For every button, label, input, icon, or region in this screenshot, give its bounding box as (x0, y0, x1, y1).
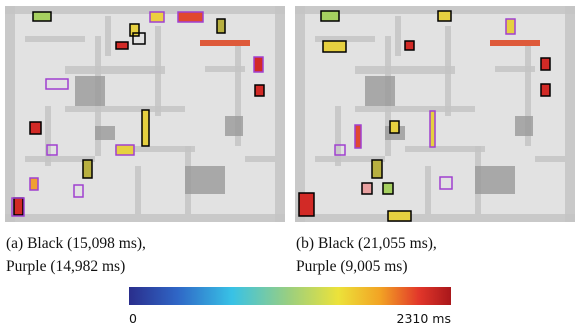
wall (295, 6, 305, 222)
wall (65, 106, 185, 112)
hotspot-box (506, 19, 515, 34)
stairs (515, 116, 533, 136)
stairs (225, 116, 243, 136)
hotspot-box (383, 183, 393, 194)
wall (245, 156, 275, 162)
wall (275, 6, 285, 222)
wall (65, 66, 165, 74)
hotspot-box (217, 19, 225, 33)
hotspot-box (362, 183, 372, 194)
hotspot-box (30, 122, 41, 134)
hotspot-box (254, 57, 263, 72)
hotspot-box (321, 11, 339, 21)
colorbar (129, 287, 451, 305)
wall (5, 6, 15, 222)
hotspot-box (30, 178, 38, 190)
hotspot-box (255, 85, 264, 96)
floor-plans (5, 6, 575, 222)
wall (25, 36, 85, 42)
wall (425, 166, 431, 214)
hotspot-box (130, 24, 139, 36)
stairs (365, 76, 395, 106)
wall (5, 214, 285, 222)
colorbar-max: 2310 ms (397, 311, 451, 326)
caption-b-line1: (b) Black (21,055 ms), (296, 235, 437, 252)
hotspot-box (116, 145, 134, 155)
hotspot-box (372, 160, 382, 178)
caption-a-line2: Purple (14,982 ms) (6, 258, 125, 275)
figure: (a) Black (15,098 ms), Purple (14,982 ms… (0, 0, 576, 329)
colorbar-min: 0 (129, 311, 137, 326)
hotspot-box (388, 211, 411, 221)
wall (405, 146, 485, 152)
hotspot-box (299, 193, 314, 216)
wall (490, 40, 540, 46)
hotspot-box (178, 12, 203, 22)
wall (200, 40, 250, 46)
wall (395, 16, 401, 56)
wall (355, 66, 455, 74)
wall (535, 156, 565, 162)
stairs (95, 126, 115, 140)
hotspot-box (116, 42, 128, 49)
hotspot-box (541, 84, 550, 96)
hotspot-box (430, 111, 435, 147)
stairs (185, 166, 225, 194)
hotspot-box (150, 12, 164, 22)
hotspot-box (541, 58, 550, 70)
hotspot-box (33, 12, 51, 21)
wall (355, 106, 475, 112)
wall (295, 214, 575, 222)
wall (495, 66, 535, 72)
hotspot-box (14, 198, 23, 215)
wall (335, 106, 341, 166)
caption-b-line2: Purple (9,005 ms) (296, 258, 408, 275)
stairs (475, 166, 515, 194)
hotspot-box (142, 110, 149, 146)
hotspot-box (355, 125, 361, 148)
wall (205, 66, 245, 72)
wall (105, 16, 111, 56)
hotspot-box (83, 160, 92, 178)
wall (565, 6, 575, 222)
stairs (75, 76, 105, 106)
hotspot-box (405, 41, 414, 50)
caption-a-line1: (a) Black (15,098 ms), (6, 235, 146, 252)
hotspot-box (390, 121, 399, 133)
wall (45, 106, 51, 166)
hotspot-box (323, 41, 346, 52)
wall (135, 166, 141, 214)
hotspot-box (438, 11, 451, 21)
